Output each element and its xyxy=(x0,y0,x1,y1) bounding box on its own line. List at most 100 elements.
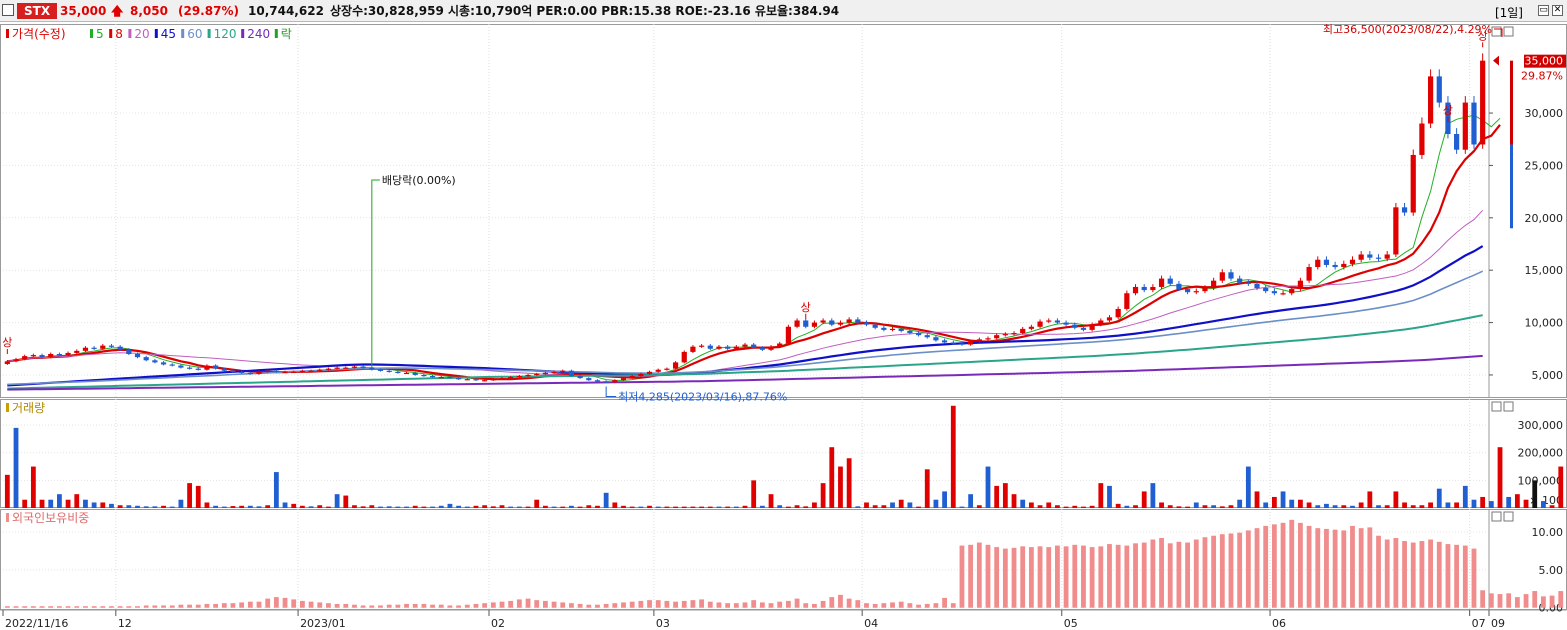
legend-marker xyxy=(90,29,93,38)
foreign-bar xyxy=(924,603,930,608)
volume-bar xyxy=(1298,499,1303,508)
foreign-bar xyxy=(161,605,166,608)
select-checkbox[interactable] xyxy=(2,4,14,16)
candle-body xyxy=(994,335,1000,339)
foreign-bar xyxy=(1402,541,1407,608)
volume-bar xyxy=(256,506,262,508)
foreign-bar xyxy=(74,606,80,608)
candle-body xyxy=(473,379,479,381)
foreign-bar xyxy=(577,603,583,608)
volume-bar xyxy=(855,506,861,508)
volume-bar xyxy=(812,502,817,508)
range-bar-down xyxy=(1510,144,1513,229)
volume-bar xyxy=(985,466,991,508)
volume-bar xyxy=(1462,485,1468,508)
candle-body xyxy=(74,350,80,353)
foreign-bar xyxy=(1159,538,1164,608)
foreign-bar xyxy=(135,606,140,608)
candle-body xyxy=(221,368,227,371)
volume-bar xyxy=(273,472,279,508)
volume-bar xyxy=(1549,505,1555,508)
volume-bar xyxy=(1315,505,1321,508)
candle-body xyxy=(837,322,844,325)
volume-bar xyxy=(230,506,236,508)
candle-body xyxy=(933,337,939,341)
foreign-bar xyxy=(1376,535,1381,608)
current-price-box xyxy=(1524,54,1566,68)
candle-body xyxy=(534,373,540,376)
candle-body xyxy=(1115,308,1121,318)
foreign-bar xyxy=(230,603,236,608)
foreign-bar xyxy=(1228,533,1234,608)
volume-panel-minimize-icon[interactable] xyxy=(1491,401,1502,412)
foreign-bar xyxy=(430,604,435,608)
volume-bar xyxy=(1384,505,1390,508)
x-axis-label: 2023/01 xyxy=(300,617,346,630)
foreign-bar xyxy=(291,599,297,608)
volume-bar xyxy=(369,505,375,508)
volume-panel-close-icon[interactable] xyxy=(1503,401,1514,412)
foreign-bar xyxy=(1454,544,1460,608)
volume-bar xyxy=(577,506,583,508)
foreign-bar xyxy=(768,603,774,608)
candle-body xyxy=(1211,280,1217,288)
foreign-bar xyxy=(48,606,54,608)
volume-bar xyxy=(525,506,531,508)
foreign-bar xyxy=(733,603,739,608)
foreign-panel-close-icon[interactable] xyxy=(1503,511,1514,522)
candle-body xyxy=(334,367,340,369)
foreign-bar xyxy=(716,602,722,608)
candle-body xyxy=(560,370,566,372)
candle-body xyxy=(126,349,132,354)
foreign-bar xyxy=(13,606,19,608)
x-axis-label: 06 xyxy=(1272,617,1286,630)
candle-body xyxy=(195,368,201,370)
candle-body xyxy=(612,380,618,383)
volume-panel-frame xyxy=(0,399,1567,508)
period-selector[interactable]: [1일] xyxy=(1494,6,1523,20)
foreign-bar xyxy=(707,601,713,608)
candle-body xyxy=(690,346,696,352)
volume-bar xyxy=(499,505,505,508)
volume-bar xyxy=(803,506,809,508)
price-panel-minimize-icon[interactable] xyxy=(1491,26,1502,37)
symbol-badge[interactable]: STX xyxy=(17,3,58,19)
stock-chart[interactable]: 2022/11/16122023/0102030405060708095,000… xyxy=(0,22,1567,630)
foreign-bar xyxy=(751,600,757,608)
foreign-axis-label: 10.00 xyxy=(1532,526,1564,539)
foreign-bar xyxy=(91,606,97,608)
volume-bar xyxy=(317,505,323,508)
candle-body xyxy=(985,338,991,340)
volume-bar xyxy=(777,505,783,508)
foreign-bar xyxy=(1141,542,1147,608)
volume-bar xyxy=(1237,499,1243,508)
price-axis-label: 5,000 xyxy=(1532,369,1564,382)
volume-bar xyxy=(959,506,965,508)
foreign-bar xyxy=(1480,590,1486,608)
maximize-icon[interactable]: ▭ xyxy=(1538,5,1549,16)
candle-body xyxy=(976,339,982,342)
foreign-panel-minimize-icon[interactable] xyxy=(1491,511,1502,522)
foreign-bar xyxy=(499,601,505,608)
volume-bar xyxy=(534,499,540,508)
close-icon[interactable]: ✕ xyxy=(1552,5,1563,16)
volume-bar xyxy=(1367,491,1373,508)
foreign-bar xyxy=(1107,544,1112,608)
foreign-bar xyxy=(1324,528,1329,608)
foreign-bar xyxy=(907,603,913,608)
foreign-bar xyxy=(794,598,800,608)
volume-bar xyxy=(1410,505,1416,508)
candle-body xyxy=(1271,291,1277,294)
candle-body xyxy=(915,333,922,336)
volume-bar xyxy=(1402,502,1407,508)
x-axis-label: 05 xyxy=(1064,617,1078,630)
candle-body xyxy=(30,355,36,357)
candle-body xyxy=(872,324,878,328)
candle-body xyxy=(308,370,314,372)
volume-bar xyxy=(74,494,80,508)
candle-body xyxy=(1202,288,1208,292)
legend-가격(수정): 가격(수정) xyxy=(12,27,66,41)
volume-axis-label: 200,000 xyxy=(1518,447,1564,460)
price-panel-close-icon[interactable] xyxy=(1503,26,1514,37)
candle-body xyxy=(325,368,332,370)
